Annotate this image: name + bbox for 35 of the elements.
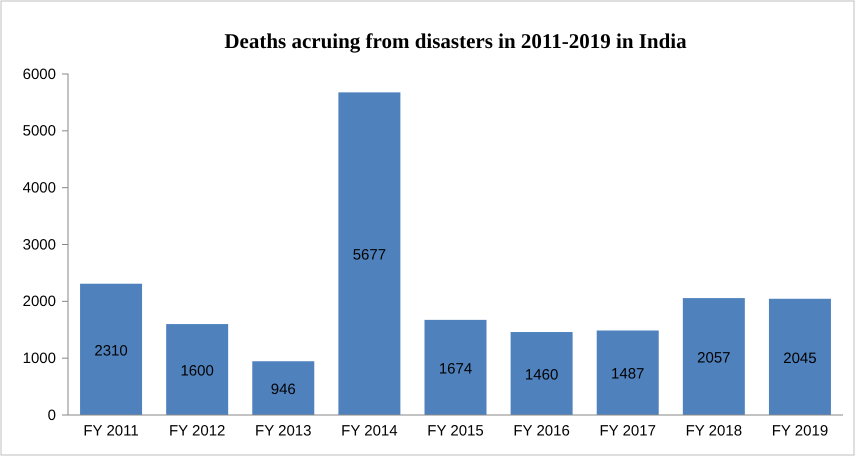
x-tick-label: FY 2016 — [513, 422, 570, 440]
data-label: 1600 — [180, 362, 214, 380]
y-tick-label: 5000 — [22, 122, 56, 140]
bar — [424, 320, 486, 415]
bar — [596, 330, 659, 415]
bar — [338, 92, 400, 415]
data-label: 5677 — [352, 246, 386, 264]
bar — [80, 284, 142, 415]
y-tick-label: 0 — [48, 406, 56, 424]
bar — [682, 298, 745, 415]
y-tick-label: 6000 — [22, 66, 56, 83]
data-label: 1487 — [611, 366, 644, 383]
data-label: 2045 — [783, 350, 817, 367]
y-tick-label: 1000 — [22, 350, 56, 367]
x-tick-label: FY 2019 — [772, 422, 828, 440]
data-label: 2310 — [94, 342, 128, 360]
x-tick-label: FY 2014 — [341, 422, 398, 440]
data-label: 946 — [270, 381, 296, 398]
x-tick-label: FY 2018 — [686, 422, 742, 440]
data-label: 1460 — [524, 366, 558, 384]
x-tick-label: FY 2012 — [168, 422, 226, 440]
x-tick-label: FY 2013 — [255, 422, 312, 440]
bar — [510, 332, 573, 415]
chart-title: Deaths acruing from disasters in 2011-2019 in India — [224, 29, 688, 53]
x-tick-label: FY 2017 — [600, 422, 656, 440]
y-tick-label: 3000 — [22, 236, 56, 254]
y-tick-label: 2000 — [22, 293, 56, 310]
data-label: 2057 — [697, 350, 731, 367]
bar — [166, 324, 228, 415]
bar — [252, 361, 314, 415]
y-tick-label: 4000 — [22, 179, 56, 196]
x-tick-label: FY 2011 — [83, 422, 139, 440]
x-tick-label: FY 2015 — [427, 422, 484, 440]
bar — [768, 298, 831, 415]
data-label: 1674 — [438, 360, 472, 378]
